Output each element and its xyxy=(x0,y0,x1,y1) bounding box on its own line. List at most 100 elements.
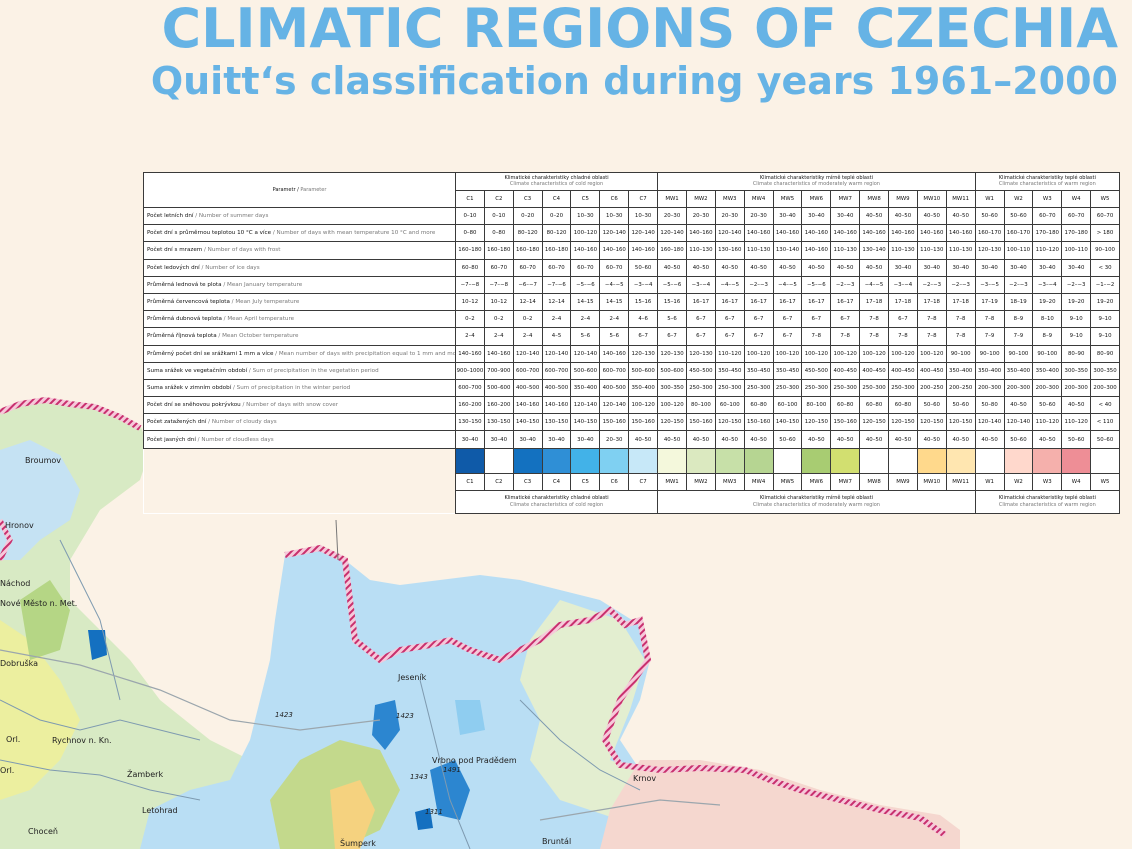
region-code: C5 xyxy=(570,189,601,208)
parameter-label-sep: / xyxy=(221,281,228,288)
table-cell: 40–50 xyxy=(916,430,947,449)
table-cell: 150–160 xyxy=(599,413,630,432)
legend-swatch-row xyxy=(143,447,1120,514)
parameter-label-en: Number of days with mean temperature 10 … xyxy=(276,230,436,237)
table-cell: 40–50 xyxy=(1061,396,1092,415)
table-cell: 50–60 xyxy=(628,258,659,277)
map-region-green-west xyxy=(20,580,70,660)
table-cell: 140–160 xyxy=(801,241,832,260)
parameter-label-cz: Průměrná říjnová teplota xyxy=(147,333,217,340)
table-cell: 160–180 xyxy=(455,241,485,260)
table-cell: −7–−6 xyxy=(541,275,572,294)
table-cell: 110–130 xyxy=(743,241,774,260)
table-cell: −2–−3 xyxy=(1061,275,1092,294)
map-peak-4 xyxy=(88,630,107,660)
legend-swatch-c1 xyxy=(455,447,485,474)
parameter-label: Průměrná lednová te plota / Mean January… xyxy=(143,275,456,294)
table-cell: 120–150 xyxy=(859,413,889,432)
table-cell: 350–400 xyxy=(628,378,659,398)
table-cell: 60–80 xyxy=(743,396,774,415)
table-cell: 120–140 xyxy=(599,396,630,415)
table-cell: 17–18 xyxy=(859,292,889,312)
group-label-en: Climate characteristics of moderately wa… xyxy=(752,181,880,188)
table-cell: 15–16 xyxy=(628,292,659,312)
group-label-en: Climate characteristics of cold region xyxy=(509,501,604,508)
table-cell: −2–−3 xyxy=(945,275,976,294)
parameter-label-en: Number of cloudy days xyxy=(211,419,277,426)
region-code: W2 xyxy=(1003,189,1034,208)
table-cell: −3–−4 xyxy=(628,275,659,294)
table-cell: 200–300 xyxy=(974,378,1005,398)
parameter-label: Počet jasných dní / Number of cloudless … xyxy=(143,430,456,449)
table-cell: 300–350 xyxy=(1061,361,1092,380)
table-cell: −3–−4 xyxy=(887,275,918,294)
table-cell: 120–140 xyxy=(541,344,572,363)
region-code: W3 xyxy=(1032,189,1063,208)
table-cell: 40–50 xyxy=(801,430,832,449)
table-cell: 400–450 xyxy=(859,361,889,380)
table-cell: 120–140 xyxy=(657,224,687,243)
table-cell: 250–300 xyxy=(830,378,861,398)
table-cell: 100–120 xyxy=(916,344,947,363)
table-cell: 120–140 xyxy=(628,224,659,243)
title-block: CLIMATIC REGIONS OF CZECHIA Quitt‘s clas… xyxy=(151,0,1118,101)
table-cell: 7–8 xyxy=(859,327,889,346)
legend-swatch-c6 xyxy=(599,447,630,474)
table-cell: 60–100 xyxy=(714,396,745,415)
legend-region-code: C7 xyxy=(628,472,659,491)
table-cell: 2–4 xyxy=(599,310,630,329)
table-cell: 100–120 xyxy=(570,224,601,243)
table-cell: 40–50 xyxy=(887,430,918,449)
legend-region-code: MW11 xyxy=(945,472,976,491)
legend-swatch-w5 xyxy=(1090,447,1120,474)
table-cell: 600–700 xyxy=(599,361,630,380)
table-cell: 130–140 xyxy=(859,241,889,260)
table-cell: −3–−4 xyxy=(685,275,716,294)
table-cell: 6–7 xyxy=(657,327,687,346)
table-cell: 14–15 xyxy=(599,292,630,312)
table-cell: < 40 xyxy=(1090,396,1120,415)
table-cell: 350–400 xyxy=(974,361,1005,380)
legend-region-code: C1 xyxy=(455,472,485,491)
table-cell: −5–−6 xyxy=(570,275,601,294)
table-cell: 30–40 xyxy=(801,206,832,226)
table-cell: 19–20 xyxy=(1090,292,1120,312)
table-cell: 9–10 xyxy=(1090,327,1120,346)
table-cell: 10–30 xyxy=(570,206,601,226)
legend-region-code: MW6 xyxy=(801,472,832,491)
region-code: MW6 xyxy=(801,189,832,208)
table-cell: 30–40 xyxy=(772,206,803,226)
map-region-warm-east xyxy=(600,760,960,849)
group-label-en: Climate characteristics of warm region xyxy=(998,181,1096,188)
legend-swatch-w2 xyxy=(1003,447,1034,474)
table-cell: 100–120 xyxy=(628,396,659,415)
parameter-label-cz: Počet jasných dní xyxy=(147,436,196,443)
parameter-label-sep: / xyxy=(216,333,223,340)
table-cell: 0–20 xyxy=(541,206,572,226)
table-cell: 170–180 xyxy=(1032,224,1063,243)
place-label: Bruntál xyxy=(542,837,572,846)
road xyxy=(335,519,339,561)
legend-region-code: MW7 xyxy=(830,472,861,491)
group-label-cz: Klimatické charakteristiky chladné oblas… xyxy=(504,495,609,502)
table-cell: 50–60 xyxy=(945,396,976,415)
table-cell: 0–10 xyxy=(483,206,514,226)
table-cell: 250–300 xyxy=(743,378,774,398)
table-cell: 80–100 xyxy=(801,396,832,415)
table-row: Suma srážek v zimním období / Sum of pre… xyxy=(143,378,1120,398)
parameter-label-en: Number of ice days xyxy=(205,264,260,271)
river xyxy=(0,759,201,801)
map-title: CLIMATIC REGIONS OF CZECHIA xyxy=(161,0,1118,60)
legend-region-code: W2 xyxy=(1003,472,1034,491)
parameter-label: Průměrný počet dní se srážkami 1 mm a ví… xyxy=(143,344,456,363)
parameter-label-cz: Průměrná dubnová teplota xyxy=(147,316,222,323)
table-cell: 16–17 xyxy=(743,292,774,312)
table-cell: 400–450 xyxy=(830,361,861,380)
table-row: Počet dní se sněhovou pokrývkou / Number… xyxy=(143,396,1120,415)
region-code: MW1 xyxy=(657,189,687,208)
table-cell: 60–70 xyxy=(483,258,514,277)
legend-swatch-mw11 xyxy=(945,447,976,474)
region-code: MW3 xyxy=(714,189,745,208)
legend-region-code: MW3 xyxy=(714,472,745,491)
